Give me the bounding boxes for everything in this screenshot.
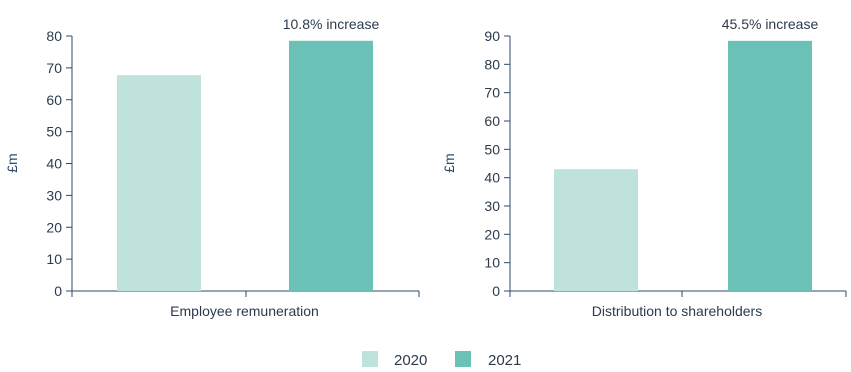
legend-swatch-2021 — [455, 351, 471, 367]
legend-label-2020: 2020 — [394, 352, 427, 367]
y-axis-label: £m — [441, 153, 457, 172]
bar-annotation: 10.8% increase — [283, 16, 380, 32]
bar-2020 — [554, 169, 638, 291]
y-tick-label: 60 — [46, 92, 62, 108]
x-axis-label: Employee remuneration — [170, 303, 319, 319]
y-axis-label: £m — [4, 153, 20, 172]
y-tick-label: 70 — [484, 85, 500, 101]
y-tick-label: 40 — [484, 170, 500, 186]
y-tick-label: 50 — [46, 124, 62, 140]
y-tick-label: 30 — [484, 198, 500, 214]
y-tick-label: 0 — [492, 283, 500, 299]
y-tick-label: 70 — [46, 60, 62, 76]
y-tick-label: 10 — [484, 255, 500, 271]
y-tick-label: 80 — [484, 56, 500, 72]
legend-swatch-2020 — [362, 351, 378, 367]
y-tick-label: 50 — [484, 141, 500, 157]
y-tick-label: 0 — [54, 283, 62, 299]
y-tick-label: 10 — [46, 251, 62, 267]
y-tick-label: 60 — [484, 113, 500, 129]
y-tick-label: 20 — [46, 219, 62, 235]
bar-annotation: 45.5% increase — [722, 16, 819, 32]
y-tick-label: 80 — [46, 28, 62, 44]
bar-2020 — [117, 75, 201, 291]
bar-2021 — [289, 40, 373, 291]
y-tick-label: 20 — [484, 226, 500, 242]
legend-label-2021: 2021 — [488, 352, 521, 367]
y-tick-label: 40 — [46, 156, 62, 172]
x-axis-label: Distribution to shareholders — [592, 303, 762, 319]
y-tick-label: 30 — [46, 187, 62, 203]
bar-2021 — [728, 40, 812, 291]
y-tick-label: 90 — [484, 28, 500, 44]
